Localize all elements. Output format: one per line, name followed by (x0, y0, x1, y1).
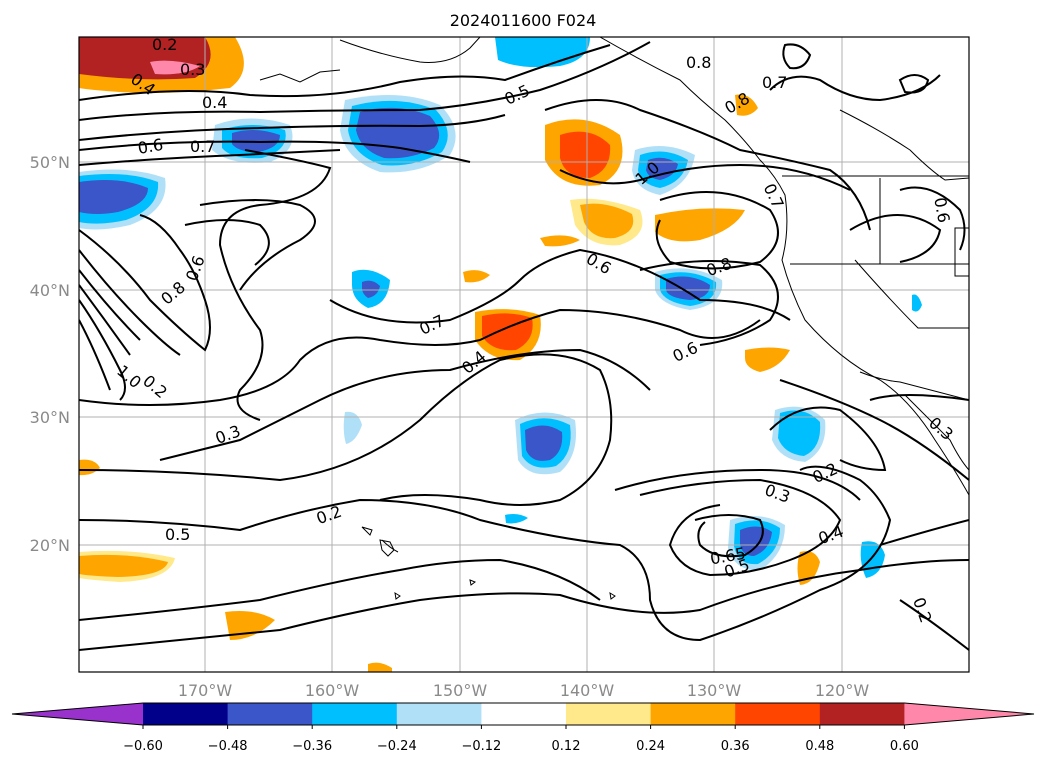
lon-label: 170°W (178, 681, 233, 700)
colorbar-tick-label: −0.48 (208, 739, 248, 754)
lat-label: 20°N (30, 536, 70, 555)
colorbar-segment (819, 703, 905, 725)
contour-label: 0.2 (152, 35, 177, 54)
lon-label: 160°W (305, 681, 360, 700)
lon-label: 140°W (560, 681, 615, 700)
coastlines (259, 37, 969, 553)
map-area: 0.2 0.3 0.4 0.4 0.5 0.6 0.7 0.8 0.7 0.8 … (79, 35, 969, 672)
colorbar: −0.60 −0.48 −0.36 −0.24 −0.12 0.12 0.24 0.36 0.4… (11, 702, 1035, 754)
island-markers (361, 526, 616, 600)
lon-label: 150°W (433, 681, 488, 700)
contour-label: 0.6 (930, 196, 953, 224)
lon-label: 130°W (687, 681, 742, 700)
colorbar-tick-label: 0.60 (890, 739, 919, 754)
contour-lines (79, 41, 969, 651)
colorbar-tick-label: −0.24 (377, 739, 417, 754)
map-frame (78, 36, 970, 673)
contour-label: 0.5 (165, 525, 190, 544)
colorbar-tick-label: −0.60 (123, 739, 163, 754)
latitude-labels: 50°N 40°N 30°N 20°N (30, 153, 70, 555)
colorbar-tick-label: −0.12 (461, 739, 501, 754)
contour-label: 0.4 (202, 93, 227, 112)
colorbar-extension-low (12, 703, 143, 725)
longitude-labels: 170°W 160°W 150°W 140°W 130°W 120°W (178, 681, 870, 700)
colorbar-segment (566, 703, 652, 725)
colorbar-extension-high (904, 703, 1034, 725)
contour-label-layer: 0.2 0.3 0.4 0.4 0.5 0.6 0.7 0.8 0.7 0.8 … (113, 35, 957, 625)
map-title: 2024011600 F024 (450, 11, 597, 30)
colorbar-tick-label: −0.36 (292, 739, 332, 754)
colorbar-segment (312, 703, 398, 725)
colorbar-tick-label: 0.24 (636, 739, 665, 754)
colorbar-segment (650, 703, 736, 725)
lat-label: 50°N (30, 153, 70, 172)
colorbar-segment (227, 703, 313, 725)
colorbar-segment (481, 703, 567, 725)
shaded-anomaly-fields (79, 37, 922, 672)
colorbar-segment (143, 703, 229, 725)
lat-label: 30°N (30, 408, 70, 427)
colorbar-segment (396, 703, 482, 725)
contour-label: 0.7 (762, 73, 787, 92)
contour-label: 0.6 (136, 135, 164, 158)
contour-label: 0.8 (686, 53, 711, 72)
contour-label: 0.7 (190, 137, 215, 156)
colorbar-tick-label: 0.48 (805, 739, 834, 754)
colorbar-segment (735, 703, 821, 725)
colorbar-tick-label: 0.12 (552, 739, 581, 754)
lat-label: 40°N (30, 281, 70, 300)
colorbar-tick-label: 0.36 (721, 739, 750, 754)
contour-label: 0.3 (180, 60, 205, 79)
lon-label: 120°W (815, 681, 870, 700)
